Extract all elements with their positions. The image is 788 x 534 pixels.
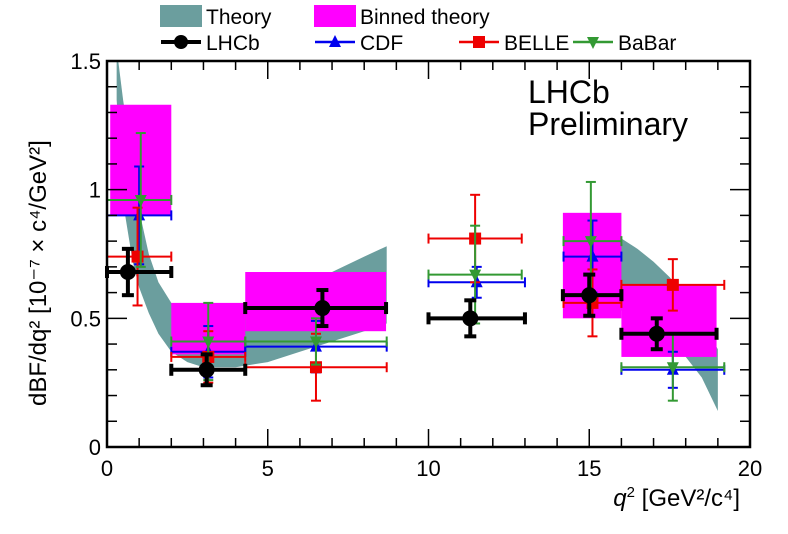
legend-item-lhcb: LHCb xyxy=(161,32,260,55)
legend-marker-belle xyxy=(473,36,485,48)
x-tick-label-0: 0 xyxy=(101,456,113,481)
legend-swatch-binned_theory xyxy=(314,5,356,27)
lhcb-point-1 xyxy=(169,352,248,388)
y-tick-label-2: 1 xyxy=(89,178,101,203)
axis-labels-layer: q2 [GeV²/c⁴] dBF/dq² [10⁻⁷ × c⁴/GeV²] xyxy=(25,140,740,512)
lhcb-point-3 xyxy=(426,298,527,339)
legend: Theory Binned theory LHCb CDF BELLE BaBar xyxy=(160,5,676,55)
babar-marker-5 xyxy=(666,362,679,375)
x-tick-label-1: 5 xyxy=(262,456,274,481)
annotation-layer: LHCb Preliminary xyxy=(528,74,688,142)
cdf-marker-0 xyxy=(133,208,146,221)
y-tick-label-3: 1.5 xyxy=(70,49,101,74)
babar-point-2 xyxy=(244,317,388,366)
cdf-marker-4 xyxy=(586,249,599,262)
annotation-preliminary: Preliminary xyxy=(528,106,688,142)
babar-marker-1 xyxy=(202,336,215,349)
belle-marker-5 xyxy=(666,278,679,291)
x-tick-label-3: 15 xyxy=(577,456,601,481)
legend-label-babar: BaBar xyxy=(618,32,676,55)
cdf-point-4 xyxy=(562,219,623,294)
binned-theory-layer xyxy=(110,104,717,357)
x-axis-label-var: q xyxy=(613,485,627,512)
y-tick-label-0: 0 xyxy=(89,435,101,460)
legend-item-babar: BaBar xyxy=(573,32,676,55)
lhcb-marker-4 xyxy=(581,287,598,304)
y-tick-label-1: 0.5 xyxy=(70,306,101,331)
legend-marker-lhcb xyxy=(174,35,188,49)
babar-marker-0 xyxy=(134,194,147,207)
legend-item-belle: BELLE xyxy=(459,32,569,55)
legend-marker-babar xyxy=(587,37,599,49)
legend-label-theory: Theory xyxy=(206,6,272,29)
lhcb-point-5 xyxy=(619,316,719,352)
x-axis-label-unit-text: [GeV²/c⁴] xyxy=(642,485,740,512)
babar-marker-2 xyxy=(309,336,322,349)
binned-theory-box-4 xyxy=(621,284,717,357)
lhcb-marker-0 xyxy=(119,264,136,281)
axis-ticks-layer: 0 5 10 15 20 0 0.5 1 1.5 xyxy=(70,49,762,481)
x-axis-label: q2 [GeV²/c⁴] xyxy=(613,484,740,512)
series-lhcb xyxy=(105,246,719,388)
legend-item-cdf: CDF xyxy=(315,32,403,55)
lhcb-point-0 xyxy=(105,246,174,298)
legend-label-cdf: CDF xyxy=(360,32,403,55)
legend-item-theory: Theory xyxy=(160,5,272,29)
lhcb-point-2 xyxy=(243,288,389,329)
legend-label-lhcb: LHCb xyxy=(206,32,260,55)
x-tick-label-2: 10 xyxy=(416,456,440,481)
lhcb-marker-2 xyxy=(314,300,331,317)
lhcb-marker-3 xyxy=(462,310,479,327)
x-tick-label-4: 20 xyxy=(738,456,762,481)
legend-swatch-theory xyxy=(160,5,202,27)
lhcb-marker-1 xyxy=(198,361,215,378)
data-points-layer xyxy=(105,132,726,402)
lhcb-marker-5 xyxy=(648,325,665,342)
legend-label-belle: BELLE xyxy=(504,32,569,55)
belle-point-5 xyxy=(620,258,726,312)
annotation-lhcb: LHCb xyxy=(528,74,610,110)
legend-label-binned_theory: Binned theory xyxy=(360,6,490,29)
series-babar xyxy=(106,132,726,402)
lhcb-point-4 xyxy=(560,272,624,318)
y-axis-label: dBF/dq² [10⁻⁷ × c⁴/GeV²] xyxy=(25,140,52,406)
x-axis-label-sup: 2 xyxy=(627,484,635,501)
legend-item-binned_theory: Binned theory xyxy=(314,5,490,29)
legend-marker-cdf xyxy=(329,35,341,47)
babar-marker-4 xyxy=(584,236,597,249)
x-axis-label-units xyxy=(635,485,642,512)
babar-marker-3 xyxy=(469,269,482,282)
